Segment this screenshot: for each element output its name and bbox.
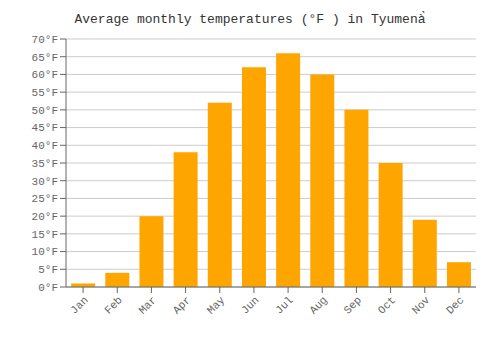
svg-text:45°F: 45°F: [32, 122, 58, 134]
svg-text:Oct: Oct: [376, 294, 398, 316]
svg-text:Sep: Sep: [342, 294, 364, 316]
svg-text:50°F: 50°F: [32, 105, 58, 117]
svg-text:Dec: Dec: [444, 294, 466, 316]
svg-text:Aug: Aug: [307, 294, 329, 316]
svg-text:40°F: 40°F: [32, 140, 58, 152]
svg-text:35°F: 35°F: [32, 158, 58, 170]
svg-text:65°F: 65°F: [32, 52, 58, 64]
svg-text:30°F: 30°F: [32, 176, 58, 188]
svg-text:5°F: 5°F: [38, 264, 58, 276]
svg-text:Feb: Feb: [102, 294, 124, 316]
svg-text:0°F: 0°F: [38, 282, 58, 294]
svg-text:70°F: 70°F: [32, 34, 58, 46]
svg-text:55°F: 55°F: [32, 87, 58, 99]
svg-text:25°F: 25°F: [32, 193, 58, 205]
svg-text:Apr: Apr: [171, 294, 193, 316]
svg-text:Jun: Jun: [239, 294, 261, 316]
svg-text:20°F: 20°F: [32, 211, 58, 223]
svg-text:Mar: Mar: [137, 294, 159, 316]
svg-text:May: May: [205, 294, 228, 317]
svg-text:Jan: Jan: [68, 294, 90, 316]
svg-text:15°F: 15°F: [32, 229, 58, 241]
svg-text:60°F: 60°F: [32, 69, 58, 81]
svg-text:Jul: Jul: [273, 294, 295, 316]
svg-text:10°F: 10°F: [32, 246, 58, 258]
html-text:Average monthly temperatures (: Average monthly temperatures (°F ) in Ty…: [74, 12, 426, 27]
svg-text:Nov: Nov: [410, 294, 433, 317]
